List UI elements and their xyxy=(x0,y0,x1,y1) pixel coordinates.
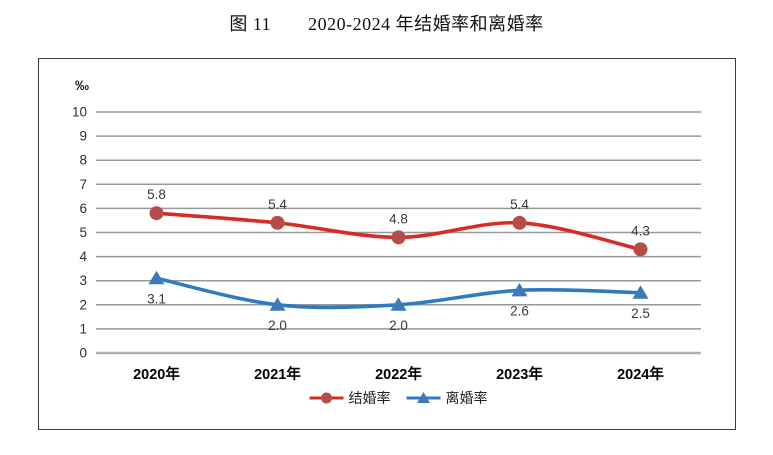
x-tick-label: 2022年 xyxy=(375,365,422,383)
data-point-marker-marriage-rate xyxy=(270,215,285,230)
legend-marker-divorce-rate xyxy=(417,392,430,403)
y-tick-label: 2 xyxy=(79,297,87,312)
y-tick-label: 7 xyxy=(79,177,87,192)
data-point-marker-divorce-rate xyxy=(148,270,165,285)
data-point-marker-marriage-rate xyxy=(633,242,648,257)
y-tick-label: 8 xyxy=(79,153,87,168)
data-label-marriage-rate: 4.3 xyxy=(631,223,650,238)
x-tick-label: 2023年 xyxy=(496,365,543,383)
data-point-marker-marriage-rate xyxy=(391,230,406,245)
data-point-marker-marriage-rate xyxy=(512,215,527,230)
legend-marker-marriage-rate xyxy=(321,392,332,404)
legend-label-marriage-rate: 结婚率 xyxy=(349,390,391,406)
data-point-marker-divorce-rate xyxy=(269,297,286,311)
legend-label-divorce-rate: 离婚率 xyxy=(446,390,488,406)
chart-title: 图 11 2020-2024 年结婚率和离婚率 xyxy=(229,14,544,34)
y-tick-label: 5 xyxy=(79,225,87,240)
y-tick-label: 1 xyxy=(79,321,87,336)
data-point-marker-divorce-rate xyxy=(390,297,407,311)
data-label-divorce-rate: 2.6 xyxy=(510,303,529,318)
line-chart-canvas: 0 1 2 3 4 5 6 7 8 9 10 ‰ 5.8 5.4 4.8 5.4 4.3 3.1 2.0 2.0 2.6… xyxy=(72,77,701,406)
y-tick-label: 3 xyxy=(79,273,87,288)
data-point-marker-marriage-rate xyxy=(149,206,164,221)
x-tick-label: 2020年 xyxy=(133,365,180,383)
data-point-marker-divorce-rate xyxy=(511,282,528,297)
data-label-divorce-rate: 2.5 xyxy=(631,306,650,321)
y-tick-label: 0 xyxy=(79,346,87,361)
y-tick-label: 6 xyxy=(79,201,87,216)
y-tick-label: 9 xyxy=(79,129,87,144)
y-tick-label: 4 xyxy=(79,249,87,264)
y-axis-unit-label: ‰ xyxy=(75,77,89,93)
chart-frame: 0 1 2 3 4 5 6 7 8 9 10 ‰ 5.8 5.4 4.8 5.4 4.3 3.1 2.0 2.0 2.6… xyxy=(38,58,736,430)
y-tick-label: 10 xyxy=(72,105,87,120)
data-label-marriage-rate: 5.8 xyxy=(147,187,166,202)
data-label-marriage-rate: 5.4 xyxy=(510,197,529,212)
data-label-divorce-rate: 2.0 xyxy=(389,318,408,333)
x-tick-label: 2021年 xyxy=(254,365,301,383)
x-tick-label: 2024年 xyxy=(617,365,664,383)
data-label-divorce-rate: 2.0 xyxy=(268,318,287,333)
data-label-marriage-rate: 5.4 xyxy=(268,197,287,212)
data-label-divorce-rate: 3.1 xyxy=(147,291,166,306)
data-label-marriage-rate: 4.8 xyxy=(389,211,408,226)
data-point-marker-divorce-rate xyxy=(632,285,649,299)
